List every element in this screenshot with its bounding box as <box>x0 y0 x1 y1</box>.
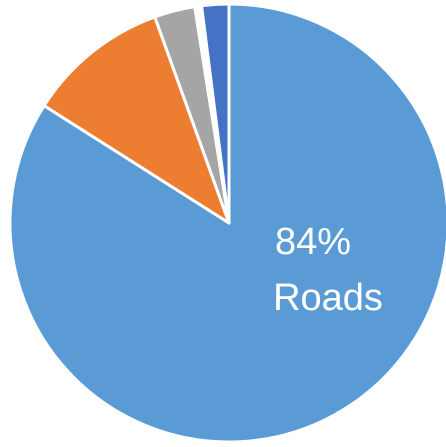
pie-slice <box>42 15 231 225</box>
slice-value-label: 84% <box>275 221 351 263</box>
pie-slice <box>200 2 231 225</box>
slice-category-label: Roads <box>273 277 383 319</box>
